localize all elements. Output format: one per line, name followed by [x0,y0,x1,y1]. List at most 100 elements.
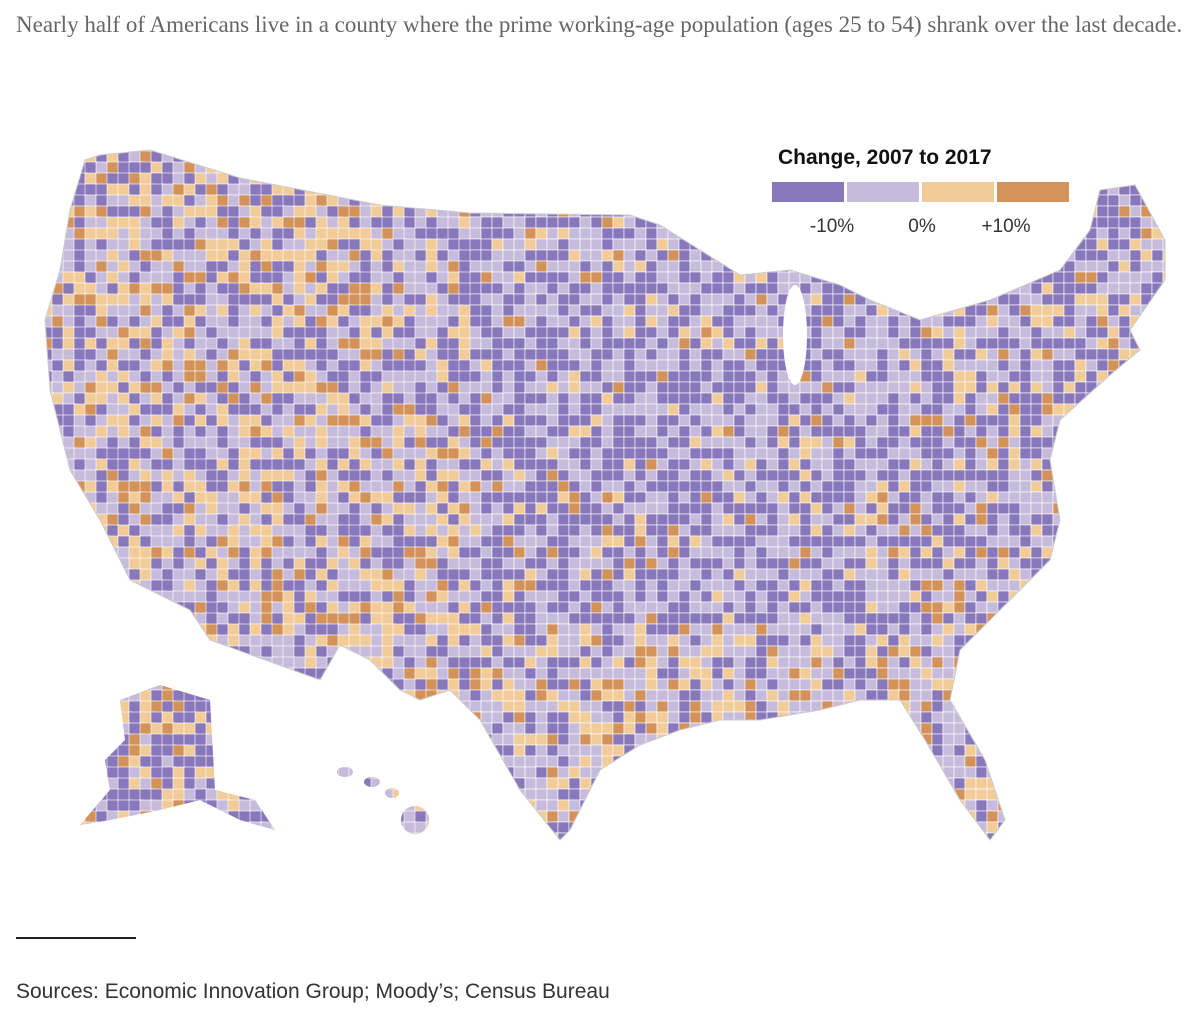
county [689,183,702,196]
county [51,491,67,507]
county [348,150,364,155]
county [1140,634,1153,647]
county [975,370,988,383]
county [788,425,801,438]
county [1129,447,1142,460]
county [1074,183,1087,196]
county [502,590,515,603]
county [656,579,669,592]
county [645,513,658,526]
county [480,469,493,482]
county [744,282,757,295]
county [282,150,298,166]
county [106,590,122,606]
county [755,546,768,559]
county [568,216,581,229]
county [788,579,801,592]
county [777,590,790,603]
county [909,293,922,306]
county [689,337,702,350]
county [931,337,944,350]
county [832,546,845,559]
county [942,513,955,526]
county [623,315,636,328]
county [612,172,625,185]
county [557,436,570,449]
county [876,282,889,295]
county [689,579,702,592]
county [524,579,537,592]
county [799,480,812,493]
county [920,271,933,284]
county [909,546,922,559]
county [766,282,779,295]
county [898,469,911,482]
county [1118,645,1131,658]
county [579,403,592,416]
county [557,568,570,581]
county [30,184,44,198]
county [1140,579,1153,592]
county [766,271,779,284]
county [524,502,537,515]
county [997,304,1010,317]
county [689,216,702,229]
county [1129,436,1142,449]
county [920,458,933,471]
county [810,337,823,350]
county [656,282,669,295]
county [1174,481,1185,492]
county [1063,502,1076,515]
county [1085,293,1098,306]
county [502,205,515,218]
county [590,260,603,273]
county [612,282,625,295]
county [1074,491,1087,504]
county [1151,304,1164,317]
county [1140,502,1153,515]
county [601,161,614,174]
county [513,656,526,669]
county [1174,525,1185,536]
county [755,337,768,350]
county [766,370,779,383]
county [931,425,944,438]
county [1041,590,1054,603]
county [1129,458,1142,471]
county [84,568,100,584]
county [975,359,988,372]
county [1074,502,1087,515]
county [30,349,44,363]
county [744,183,757,196]
county [568,491,581,504]
county [95,546,111,562]
county [700,381,713,394]
county [1019,436,1032,449]
county [568,590,581,603]
county [502,502,515,515]
county [876,524,889,537]
county [733,480,746,493]
county [502,381,515,394]
county [942,337,955,350]
county [755,392,768,405]
county [1019,271,1032,284]
county [45,414,56,430]
county [557,282,570,295]
county [645,557,658,570]
county [1063,469,1076,482]
county [623,458,636,471]
county [590,656,603,669]
county [1063,568,1076,581]
county [557,348,570,361]
county [480,337,493,350]
county [1162,260,1165,273]
county [1063,348,1076,361]
county [106,601,122,617]
county [953,513,966,526]
county [1096,238,1109,251]
county [1085,645,1098,658]
county [1096,348,1109,361]
county [700,645,713,658]
county [700,238,713,251]
